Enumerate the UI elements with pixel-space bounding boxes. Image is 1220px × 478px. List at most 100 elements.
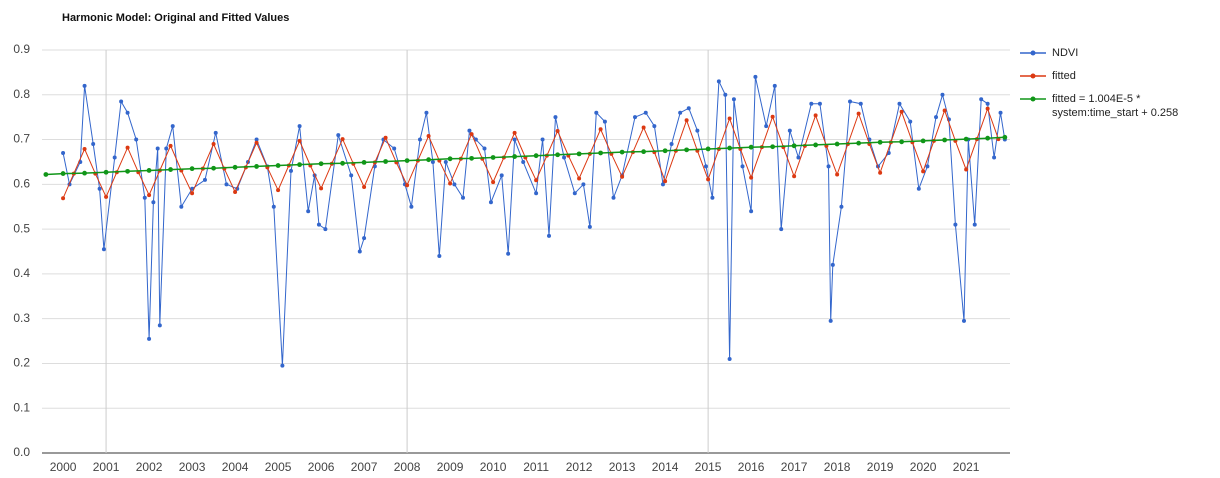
data-point bbox=[506, 251, 511, 256]
data-point bbox=[942, 108, 947, 113]
data-point bbox=[211, 165, 216, 171]
y-tick-label: 0.7 bbox=[13, 132, 30, 146]
x-tick-label: 2007 bbox=[351, 460, 378, 474]
data-point bbox=[61, 150, 66, 155]
data-point bbox=[562, 155, 567, 160]
data-point bbox=[555, 152, 561, 158]
x-tick-label: 2016 bbox=[738, 460, 765, 474]
data-point bbox=[469, 155, 475, 161]
data-point bbox=[598, 150, 604, 156]
x-tick-label: 2018 bbox=[824, 460, 851, 474]
data-point bbox=[899, 109, 904, 114]
data-point bbox=[482, 146, 487, 151]
legend-swatch bbox=[1020, 50, 1046, 56]
y-tick-label: 0.8 bbox=[13, 87, 30, 101]
data-point bbox=[306, 209, 311, 214]
data-point bbox=[104, 194, 109, 199]
data-point bbox=[998, 110, 1003, 115]
data-point bbox=[723, 92, 728, 97]
data-point bbox=[710, 195, 715, 200]
data-point bbox=[276, 188, 281, 193]
data-point bbox=[91, 142, 96, 147]
data-point bbox=[813, 142, 819, 148]
x-tick-label: 2004 bbox=[222, 460, 249, 474]
data-point bbox=[576, 151, 582, 157]
legend-swatch bbox=[1020, 96, 1046, 102]
data-point bbox=[877, 139, 883, 145]
data-point bbox=[319, 186, 324, 191]
data-point bbox=[211, 142, 216, 147]
data-point bbox=[146, 168, 152, 173]
data-point bbox=[964, 167, 969, 172]
data-point bbox=[652, 124, 657, 129]
data-point bbox=[916, 186, 921, 191]
data-point bbox=[684, 147, 690, 153]
legend-item: fitted bbox=[1020, 69, 1215, 83]
data-point bbox=[60, 171, 66, 176]
data-point bbox=[963, 136, 969, 142]
y-tick-label: 0.4 bbox=[13, 266, 30, 280]
data-point bbox=[740, 164, 745, 169]
data-point bbox=[533, 153, 539, 159]
data-point bbox=[684, 118, 689, 123]
y-tick-label: 0.3 bbox=[13, 311, 30, 325]
data-point bbox=[232, 164, 238, 170]
data-point bbox=[125, 110, 130, 115]
data-point bbox=[534, 191, 539, 196]
data-point bbox=[772, 83, 777, 88]
data-point bbox=[961, 318, 966, 323]
data-point bbox=[705, 146, 711, 152]
data-point bbox=[878, 170, 883, 175]
data-point bbox=[848, 99, 853, 104]
data-point bbox=[602, 119, 607, 124]
data-point bbox=[254, 137, 259, 142]
y-tick-label: 0.6 bbox=[13, 177, 30, 191]
data-point bbox=[142, 195, 147, 200]
series-line bbox=[62, 76, 1006, 366]
data-point bbox=[555, 129, 560, 134]
data-point bbox=[512, 130, 517, 135]
data-point bbox=[233, 189, 238, 194]
legend-label: NDVI bbox=[1052, 47, 1079, 59]
data-point bbox=[417, 137, 422, 142]
data-point bbox=[297, 124, 302, 129]
data-point bbox=[979, 97, 984, 102]
data-point bbox=[521, 159, 526, 164]
x-tick-label: 2002 bbox=[136, 460, 163, 474]
x-tick-label: 2001 bbox=[93, 460, 120, 474]
data-point bbox=[271, 204, 276, 209]
x-tick-label: 2015 bbox=[695, 460, 722, 474]
chart-title: Harmonic Model: Original and Fitted Valu… bbox=[62, 12, 289, 24]
data-point bbox=[383, 159, 388, 164]
data-point bbox=[770, 144, 776, 150]
x-tick-label: 2003 bbox=[179, 460, 206, 474]
x-tick-label: 2014 bbox=[652, 460, 679, 474]
data-point bbox=[547, 233, 552, 238]
data-point bbox=[361, 159, 367, 165]
y-tick-label: 0.1 bbox=[13, 400, 30, 414]
data-point bbox=[620, 174, 625, 179]
x-tick-label: 2006 bbox=[308, 460, 335, 474]
data-point bbox=[168, 167, 173, 172]
data-point bbox=[985, 106, 990, 111]
data-point bbox=[828, 318, 833, 323]
data-point bbox=[899, 139, 905, 145]
data-point bbox=[695, 128, 700, 133]
data-point bbox=[491, 180, 496, 185]
data-point bbox=[147, 336, 152, 341]
data-point bbox=[61, 196, 66, 201]
data-point bbox=[598, 127, 603, 132]
data-point bbox=[164, 146, 169, 151]
data-point bbox=[663, 179, 668, 184]
data-point bbox=[703, 164, 708, 169]
data-point bbox=[430, 159, 435, 164]
data-point bbox=[340, 160, 345, 166]
legend-dot bbox=[1030, 73, 1036, 79]
data-point bbox=[336, 133, 341, 138]
data-point bbox=[633, 115, 638, 120]
data-point bbox=[297, 138, 302, 143]
data-point bbox=[452, 182, 457, 187]
data-point bbox=[404, 158, 410, 164]
data-point bbox=[992, 155, 997, 160]
data-point bbox=[643, 110, 648, 115]
